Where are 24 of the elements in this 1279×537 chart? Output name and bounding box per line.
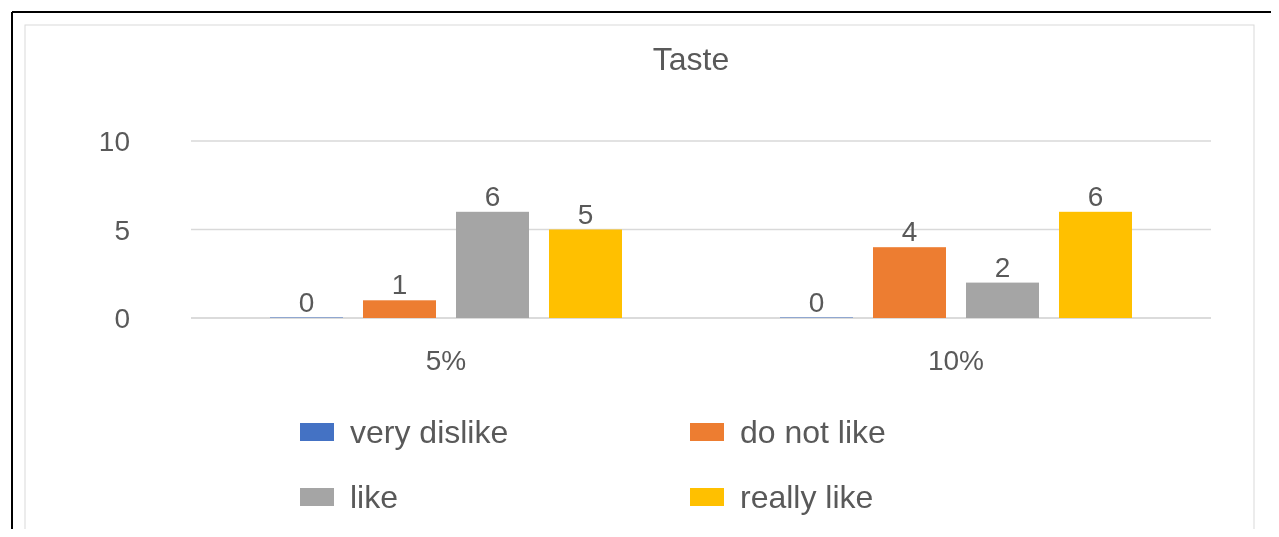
legend-label: very dislike (350, 414, 509, 450)
data-label: 4 (901, 216, 918, 248)
data-label: 0 (298, 287, 315, 318)
data-label: 6 (1087, 180, 1104, 212)
legend-label: like (350, 479, 399, 515)
bar (966, 282, 1039, 318)
data-label: 2 (994, 251, 1011, 283)
y-tick-label: 10 (98, 126, 130, 157)
y-tick-label: 0 (114, 303, 130, 334)
bar (363, 300, 436, 318)
chart-title: Taste (652, 41, 730, 77)
y-tick-label: 5 (114, 214, 130, 246)
legend-label: do not like (740, 414, 886, 450)
data-label: 6 (484, 180, 501, 212)
bar (456, 211, 529, 318)
x-tick-label: 5% (425, 345, 467, 376)
bar (1059, 211, 1132, 318)
bar (873, 247, 946, 318)
legend-label: really like (740, 479, 874, 515)
bar (549, 229, 622, 318)
data-label: 0 (808, 287, 825, 318)
x-tick-label: 10% (927, 345, 985, 376)
data-label: 5 (577, 198, 594, 230)
data-label: 1 (391, 269, 408, 301)
